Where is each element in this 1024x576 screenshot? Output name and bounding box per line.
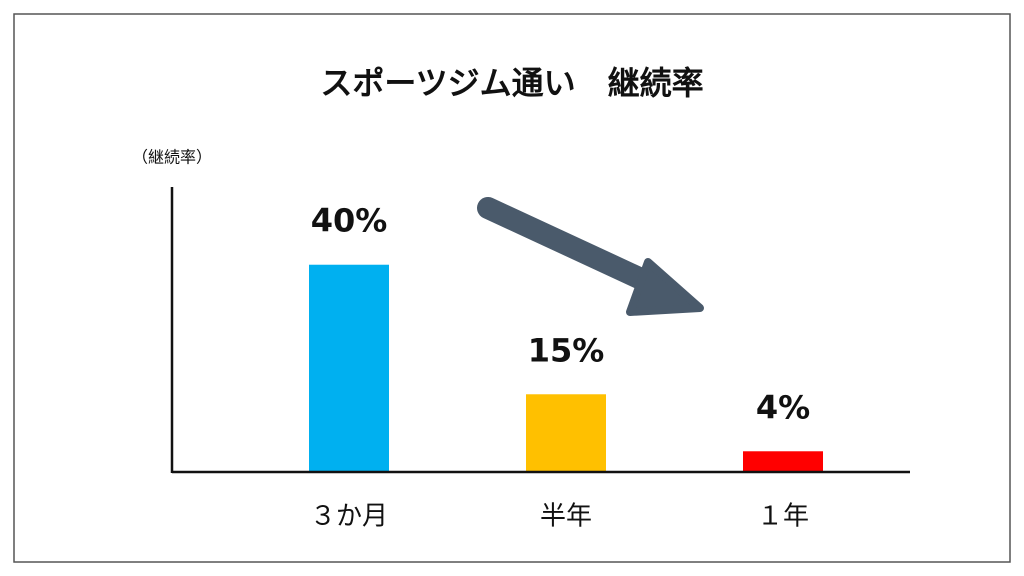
frame	[13, 13, 1011, 563]
y-axis-label: （継続率）	[132, 148, 212, 167]
data-label: 40%	[311, 202, 388, 240]
chart-title: スポーツジム通い 継続率	[320, 64, 703, 102]
trend-arrow	[477, 197, 704, 316]
data-label: 15%	[528, 331, 605, 369]
x-tick-label: １年	[757, 502, 809, 532]
bar	[526, 394, 606, 472]
x-tick-label: 半年	[540, 502, 592, 532]
x-tick-label: ３か月	[310, 502, 388, 532]
data-label: 4%	[756, 388, 810, 426]
bar	[743, 451, 823, 472]
bar	[309, 264, 389, 472]
